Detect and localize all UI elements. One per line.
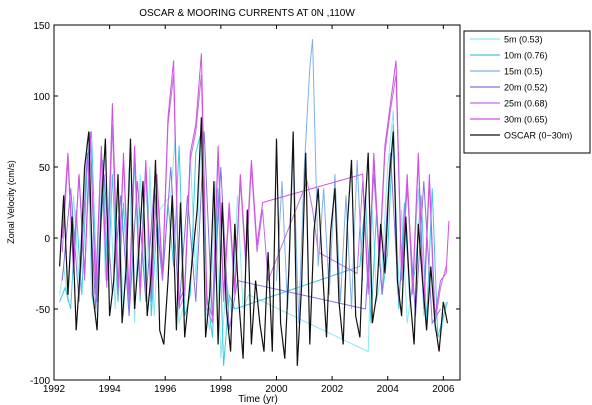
- x-tick-label-1: 1994: [98, 384, 121, 395]
- legend-label-3: 20m (0.52): [504, 83, 548, 93]
- y-tick-label-3: 50: [39, 163, 51, 174]
- y-tick-label-1: -50: [36, 305, 51, 316]
- y-tick-label-4: 100: [33, 92, 50, 103]
- legend-label-6: OSCAR (0~30m): [504, 131, 572, 141]
- y-tick-label-2: 0: [44, 234, 50, 245]
- legend-label-0: 5m (0.53): [504, 35, 543, 45]
- axis-ticks: 1992 1994 1996 1998 2000 2002 2004 2006 -100 -50 0…: [30, 21, 460, 395]
- series-group: [59, 39, 450, 366]
- y-tick-label-0: -100: [30, 376, 50, 387]
- x-tick-label-4: 2000: [265, 384, 288, 395]
- legend-label-4: 25m (0.68): [504, 99, 548, 109]
- legend-label-2: 15m (0.5): [504, 67, 543, 77]
- y-tick-label-5: 150: [33, 21, 50, 32]
- x-tick-label-0: 1992: [43, 384, 66, 395]
- x-tick-label-7: 2006: [432, 384, 455, 395]
- x-tick-label-6: 2004: [377, 384, 400, 395]
- x-tick-label-3: 1998: [210, 384, 233, 395]
- legend-label-5: 30m (0.65): [504, 115, 548, 125]
- x-axis-label: Time (yr): [238, 394, 278, 405]
- series-line-5: [61, 53, 450, 317]
- legend-label-1: 10m (0.76): [504, 51, 548, 61]
- chart-title: OSCAR & MOORING CURRENTS AT 0N ,110W: [139, 8, 355, 19]
- legend: 5m (0.53) 10m (0.76) 15m (0.5) 20m (0.52) 25…: [463, 30, 591, 154]
- legend-box: [463, 30, 591, 154]
- x-tick-label-5: 2002: [321, 384, 344, 395]
- series-line-6: [59, 117, 449, 366]
- y-axis-label: Zonal Velocity (cm/s): [6, 160, 16, 244]
- x-tick-label-2: 1996: [154, 384, 177, 395]
- plot-frame: [53, 24, 461, 381]
